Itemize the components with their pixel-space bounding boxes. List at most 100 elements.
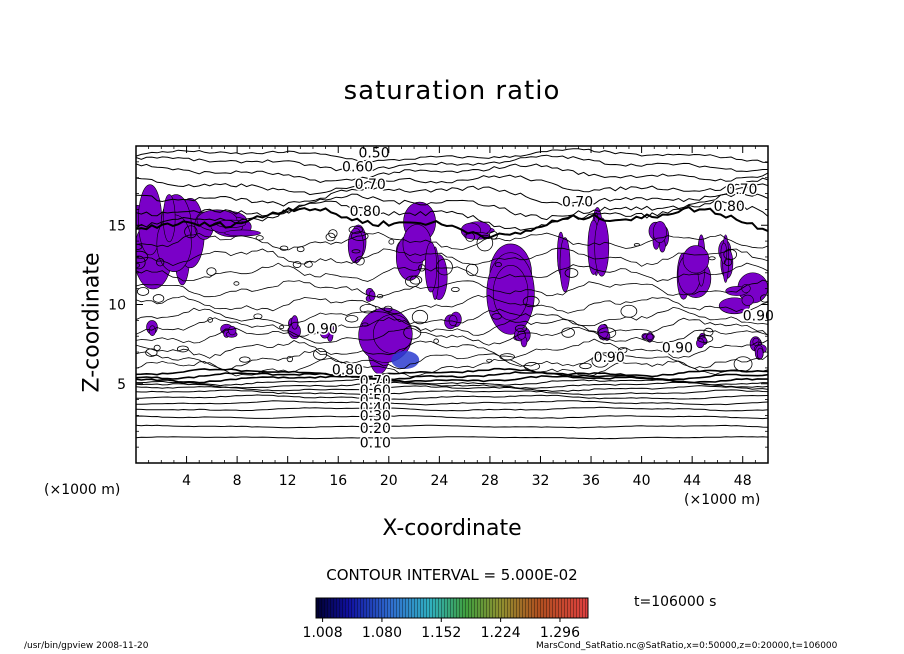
contour-line	[136, 394, 768, 400]
contour-line	[136, 279, 768, 298]
contour-loop	[176, 345, 189, 353]
contour-line	[136, 389, 768, 396]
contour-loop	[376, 294, 384, 299]
footer-right: MarsCond_SatRatio.nc@SatRatio,x=0:50000,…	[536, 641, 838, 651]
chart-title: saturation ratio	[343, 76, 561, 106]
contour-loop	[313, 348, 328, 361]
contour-label: 0.90	[662, 340, 693, 356]
contour-loop	[411, 309, 429, 325]
y-axis: 5 10 15	[108, 161, 768, 448]
contour-label: 0.70	[562, 194, 593, 210]
contour-line	[136, 154, 768, 173]
supersaturation-region	[228, 325, 237, 336]
contour-loop	[136, 262, 140, 268]
colorbar-tick-label: 1.224	[481, 625, 521, 641]
contour-label: 0.90	[743, 309, 774, 325]
contour-loop	[239, 356, 251, 363]
x-tick-label: 32	[532, 473, 550, 489]
x-tick-label: 4	[182, 473, 191, 489]
colorbar-tick-label: 1.008	[303, 625, 343, 641]
contour-loop	[355, 256, 365, 266]
contour-loop	[206, 267, 217, 276]
contour-line	[136, 436, 768, 440]
contour-line	[136, 400, 768, 406]
contour-loop	[564, 268, 579, 278]
contour-loop	[383, 305, 393, 312]
contour-loop	[351, 249, 361, 254]
contour-loop	[494, 262, 502, 268]
contour-line	[136, 148, 768, 163]
colorbar-frame	[315, 597, 589, 619]
contour-line	[136, 406, 768, 412]
contour-line	[136, 349, 768, 371]
contour-loop	[304, 261, 313, 268]
x-axis: 4 8 12 16 20 24 28 32 36 40 44 48	[148, 146, 756, 489]
supersaturation-region	[682, 245, 710, 274]
contour-loop	[433, 338, 439, 344]
contour-line	[136, 163, 768, 184]
contour-loop	[136, 250, 149, 263]
time-label: t=106000 s	[634, 594, 717, 610]
x-tick-label: 48	[734, 473, 752, 489]
contour-loop	[153, 344, 161, 351]
footer-left: /usr/bin/gpview 2008-11-20	[24, 641, 149, 651]
contour-loop	[286, 355, 294, 363]
contour-loop	[253, 313, 263, 320]
contour-line	[136, 199, 768, 231]
high-saturation-core	[391, 350, 420, 369]
contour-label: 0.60	[342, 160, 373, 176]
supersaturation-region	[646, 333, 654, 341]
contour-interval: CONTOUR INTERVAL = 5.000E-02	[326, 566, 578, 584]
contour-label: 0.10	[360, 435, 391, 451]
contour-line	[136, 231, 768, 251]
contour-label: 0.70	[355, 177, 386, 193]
contour-line	[136, 326, 768, 346]
supersaturation-region	[559, 237, 571, 293]
supersaturation-region	[756, 347, 764, 360]
contour-line	[136, 415, 768, 420]
contour-labels: 0.500.600.700.800.700.700.800.900.900.90…	[305, 144, 775, 453]
colorbar-stripes	[316, 598, 588, 618]
contour-line	[136, 174, 768, 196]
supersaturation-region	[696, 338, 705, 349]
contour-loop	[255, 235, 264, 241]
contour-label: 0.50	[358, 145, 389, 161]
contour-loop	[489, 230, 498, 240]
supersaturation-region	[652, 221, 667, 243]
x-tick-label: 16	[329, 473, 347, 489]
contour-loop	[279, 325, 285, 330]
contour-loop	[723, 248, 738, 261]
contour-line	[136, 294, 768, 315]
contour-label: 0.70	[726, 182, 757, 198]
contour-loop	[233, 281, 240, 286]
contour-loop	[597, 327, 617, 339]
x-tick-label: 8	[233, 473, 242, 489]
contour-line	[136, 306, 768, 327]
contour-label: 0.70	[360, 374, 391, 390]
contour-loop	[499, 353, 515, 361]
contour-loop	[436, 258, 453, 276]
x-tick-label: 40	[633, 473, 651, 489]
contour-loop	[136, 255, 146, 270]
contour-label: 0.50	[360, 393, 391, 409]
x-tick-label: 24	[430, 473, 448, 489]
contour-loop	[361, 322, 369, 327]
contour-loop	[486, 358, 493, 363]
contour-loop	[465, 232, 476, 242]
contour-loop	[579, 362, 592, 370]
contour-loop	[145, 348, 158, 357]
contour-loop	[292, 261, 302, 268]
contour-loop	[296, 246, 305, 253]
contour-loop	[359, 303, 377, 314]
colorbar	[315, 597, 589, 619]
contour-label: 0.30	[360, 408, 391, 424]
supersaturation-region	[448, 315, 458, 326]
contour-loop	[350, 231, 369, 241]
contour-loop	[708, 256, 716, 261]
y-axis-unit: (×1000 m)	[44, 482, 121, 498]
x-tick-label: 12	[279, 473, 297, 489]
contour-label: 0.80	[350, 204, 381, 220]
contour-line	[136, 371, 768, 381]
contour-loop	[491, 313, 502, 320]
contour-loop	[388, 239, 395, 245]
